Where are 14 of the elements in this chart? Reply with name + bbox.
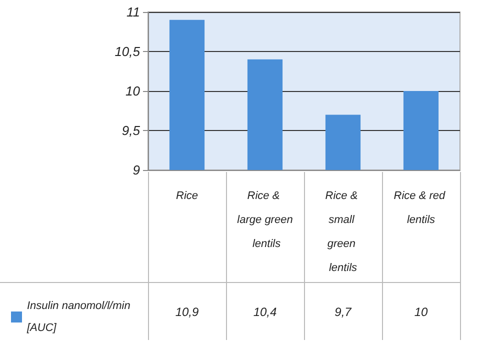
y-tick-label: 9,5 — [122, 123, 141, 138]
y-tick-label: 10 — [126, 84, 141, 98]
y-tick-label: 11 — [126, 4, 140, 20]
data-label: 10 — [414, 305, 428, 319]
x-tick-label: Rice & large green lentils — [237, 190, 293, 250]
x-tick-label: Rice & small green lentils — [325, 190, 361, 274]
data-label: 9,7 — [334, 305, 353, 319]
data-label: 10,4 — [253, 305, 277, 319]
data-label: 10,9 — [175, 305, 199, 319]
x-tick-label: Rice & red lentils — [394, 190, 448, 226]
y-tick-label: 10,5 — [114, 44, 141, 59]
legend-label: Insulin nanomol/l/min [AUC] — [26, 300, 134, 334]
x-tick-label: Rice — [176, 190, 198, 202]
y-tick-label: 9 — [132, 162, 140, 178]
